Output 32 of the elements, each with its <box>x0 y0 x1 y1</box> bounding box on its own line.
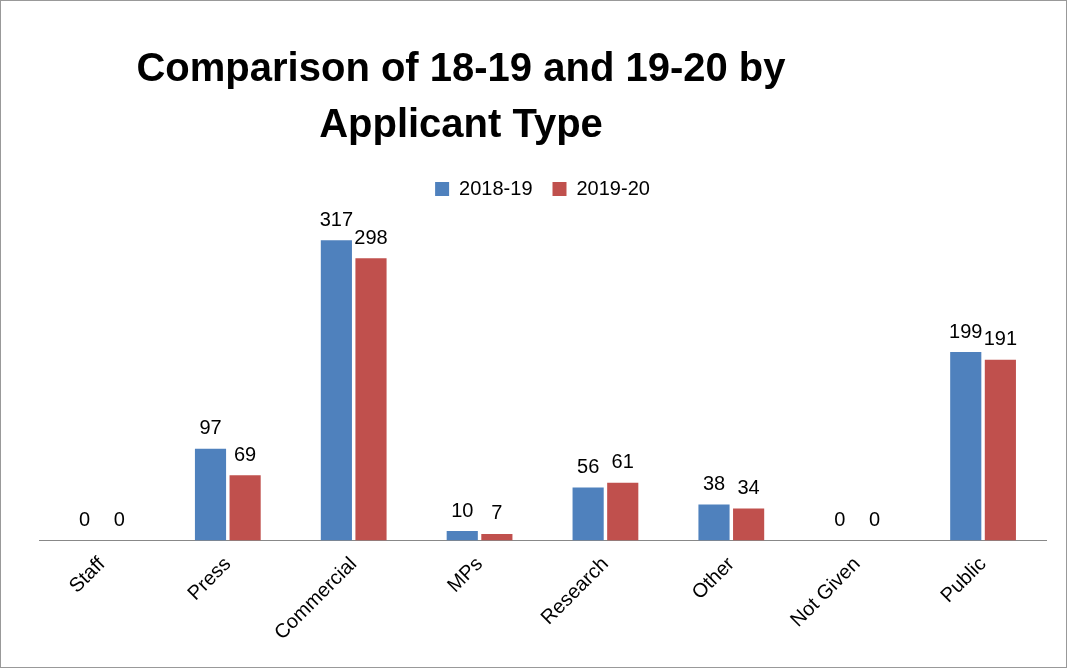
data-label: 7 <box>491 501 503 524</box>
data-label: 0 <box>834 508 846 531</box>
data-label: 97 <box>199 416 222 439</box>
chart-title: Comparison of 18-19 and 19-20 by Applicant Type <box>135 44 787 147</box>
bar <box>320 240 352 541</box>
data-label: 56 <box>577 455 600 478</box>
data-label: 191 <box>983 327 1018 350</box>
bar <box>950 352 982 541</box>
data-label: 61 <box>611 450 634 473</box>
x-tick-label: MPs <box>442 552 487 597</box>
bar <box>984 359 1016 541</box>
data-label: 199 <box>949 319 983 342</box>
data-label: 0 <box>113 508 125 531</box>
data-label: 0 <box>868 508 881 531</box>
bar <box>481 533 513 541</box>
bar <box>355 258 387 541</box>
legend-label: 2018-19 <box>459 176 533 199</box>
data-label: 317 <box>319 207 354 230</box>
bar <box>698 504 730 541</box>
bar <box>607 482 639 541</box>
bar <box>733 508 765 541</box>
data-label: 38 <box>702 472 726 495</box>
legend-label: 2019-20 <box>576 176 650 199</box>
data-label: 69 <box>234 442 257 465</box>
bar <box>446 531 478 541</box>
bar <box>572 487 604 541</box>
bar <box>229 475 261 541</box>
data-label: 298 <box>354 225 388 248</box>
data-label: 0 <box>79 508 91 531</box>
bar <box>194 448 227 541</box>
data-label: 10 <box>451 498 474 521</box>
data-label: 34 <box>737 475 760 498</box>
